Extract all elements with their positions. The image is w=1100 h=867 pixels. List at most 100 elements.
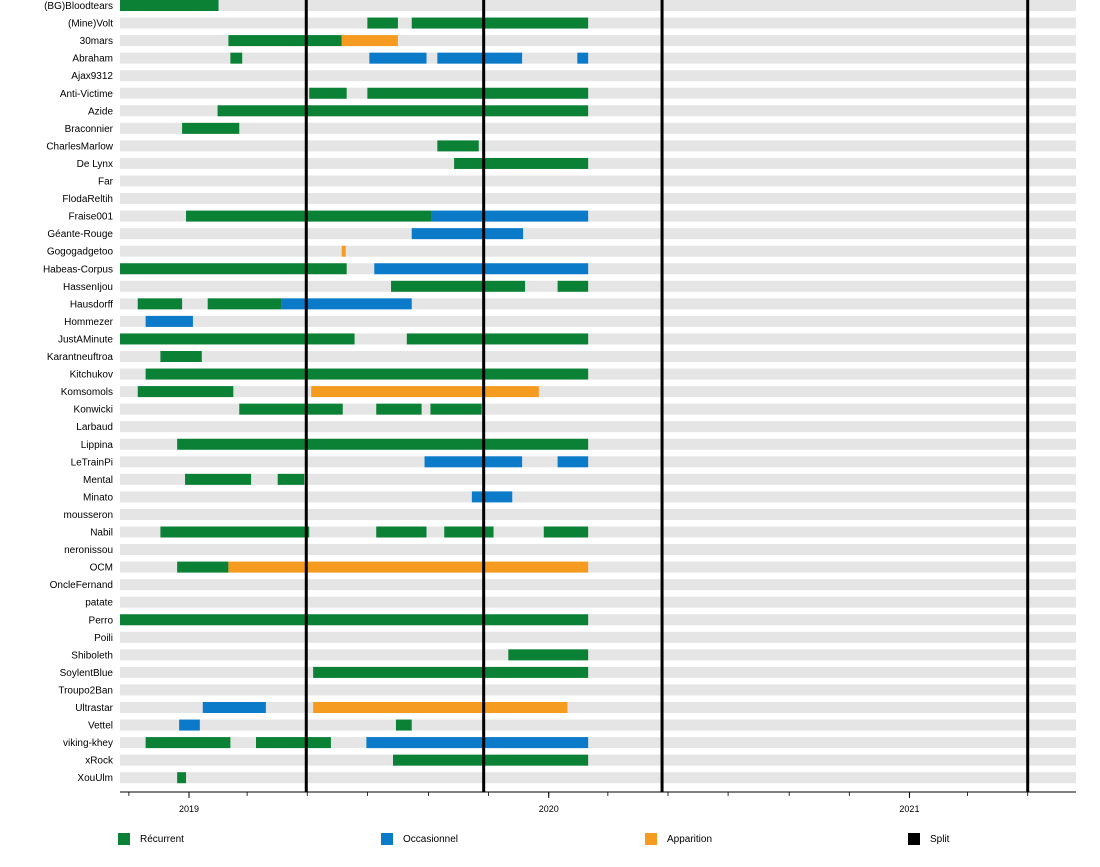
- legend-swatch-split: [908, 833, 920, 845]
- row-background: [120, 333, 1076, 345]
- bar-recurrent: [444, 526, 494, 538]
- bar-recurrent: [120, 263, 347, 275]
- bar-recurrent: [137, 386, 234, 398]
- row-label: Géante-Rouge: [47, 229, 113, 240]
- row-label: viking-khey: [63, 738, 113, 749]
- bar-recurrent: [395, 719, 412, 731]
- bar-recurrent: [186, 210, 432, 222]
- row-background: [120, 351, 1076, 362]
- row-label: Minato: [83, 492, 113, 503]
- legend-label-recurrent: Récurrent: [140, 833, 184, 845]
- bar-recurrent: [376, 526, 427, 538]
- bar-recurrent: [160, 526, 310, 538]
- row-label: Hommezer: [64, 317, 114, 328]
- row-label: Far: [98, 177, 114, 188]
- row-label: Abraham: [72, 54, 113, 65]
- row-label: SoylentBlue: [60, 668, 114, 679]
- row-label: Mental: [83, 475, 113, 486]
- row-background: [120, 87, 1076, 99]
- bar-recurrent: [228, 35, 342, 47]
- row-background: [120, 702, 1076, 713]
- bar-apparition: [341, 245, 346, 257]
- bar-recurrent: [160, 351, 202, 362]
- row-label: OncleFernand: [50, 580, 113, 591]
- bar-occasional: [202, 702, 266, 713]
- row-background: [120, 456, 1076, 468]
- bar-occasional: [557, 456, 589, 468]
- bar-recurrent: [145, 737, 231, 749]
- row-label: Perro: [89, 615, 114, 626]
- bar-recurrent: [177, 561, 229, 573]
- bar-recurrent: [430, 403, 482, 415]
- row-background: [120, 491, 1076, 503]
- row-background: [120, 52, 1076, 64]
- bar-recurrent: [367, 17, 398, 29]
- row-background: [120, 754, 1076, 766]
- row-label: Lippina: [81, 440, 114, 451]
- row-label: OCM: [90, 563, 113, 574]
- bar-recurrent: [309, 87, 347, 99]
- bar-recurrent: [239, 403, 343, 415]
- bar-recurrent: [391, 280, 526, 292]
- row-label: Troupo2Ban: [58, 685, 113, 696]
- legend-item-occasional: Occasionnel: [381, 833, 458, 845]
- bar-recurrent: [543, 526, 589, 538]
- row-background: [120, 666, 1076, 678]
- row-label: (BG)Bloodtears: [44, 1, 113, 12]
- bar-recurrent: [256, 737, 331, 749]
- row-background: [120, 579, 1076, 591]
- bar-occasional: [471, 491, 513, 503]
- bar-recurrent: [406, 333, 589, 345]
- legend-swatch-apparition: [645, 833, 657, 845]
- row-label: patate: [85, 598, 113, 609]
- row-label: xRock: [85, 756, 114, 767]
- row-label: Poili: [94, 633, 113, 644]
- row-label: LeTrainPi: [71, 457, 113, 468]
- row-background: [120, 386, 1076, 398]
- row-background: [120, 368, 1076, 380]
- bar-apparition: [341, 35, 398, 47]
- bar-recurrent: [120, 333, 355, 345]
- row-background: [120, 772, 1076, 784]
- bar-recurrent: [376, 403, 422, 415]
- row-background: [120, 631, 1076, 643]
- row-background: [120, 193, 1076, 205]
- row-label: Ultrastar: [75, 703, 113, 714]
- bar-recurrent: [137, 298, 183, 310]
- row-label: Azide: [88, 106, 113, 117]
- row-label: Nabil: [90, 528, 113, 539]
- bar-recurrent: [313, 666, 589, 678]
- row-label: Shiboleth: [71, 650, 113, 661]
- row-label: Konwicki: [74, 405, 113, 416]
- row-background: [120, 105, 1076, 117]
- x-tick-label: 2020: [539, 804, 559, 814]
- row-background: [120, 684, 1076, 696]
- row-background: [120, 508, 1076, 520]
- row-label: FlodaReltih: [62, 194, 113, 205]
- bar-recurrent: [185, 473, 252, 485]
- row-background: [120, 263, 1076, 275]
- row-label: XouUlm: [77, 773, 113, 784]
- bar-recurrent: [411, 17, 589, 29]
- row-background: [120, 210, 1076, 222]
- row-background: [120, 526, 1076, 538]
- bar-recurrent: [177, 772, 187, 784]
- row-label: Kitchukov: [70, 370, 113, 381]
- row-label: Vettel: [88, 721, 113, 732]
- row-label: CharlesMarlow: [46, 141, 113, 152]
- legend-item-recurrent: Récurrent: [118, 833, 184, 845]
- bar-apparition: [228, 561, 589, 573]
- row-label: mousseron: [64, 510, 113, 521]
- row-background: [120, 35, 1076, 47]
- row-background: [120, 614, 1076, 626]
- row-background: [120, 140, 1076, 152]
- x-tick-label: 2021: [899, 804, 919, 814]
- bar-occasional: [437, 52, 523, 64]
- row-background: [120, 737, 1076, 749]
- bar-occasional: [424, 456, 523, 468]
- legend-item-split: Split: [908, 833, 949, 845]
- row-background: [120, 0, 1076, 11]
- row-background: [120, 280, 1076, 292]
- bar-recurrent: [177, 438, 589, 450]
- bar-occasional: [431, 210, 589, 222]
